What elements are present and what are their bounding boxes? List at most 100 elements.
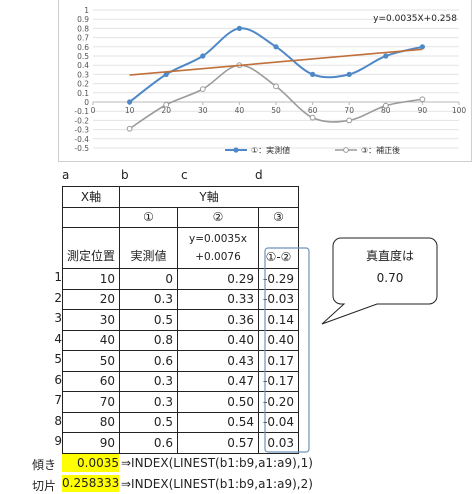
corrected-point [309, 114, 316, 121]
y-tick-label: 0.3 [77, 70, 89, 79]
x-tick-label: 80 [381, 106, 391, 115]
x-tick-label: 100 [452, 106, 467, 115]
slope-formula: ⇒INDEX(LINEST(b1:b9,a1:a9),1) [121, 456, 313, 470]
row-number: 8 [54, 413, 62, 428]
table-row: 40 0.8 0.40 0.40 [62, 329, 300, 351]
column-letter-a: a [62, 168, 70, 182]
measured-point [383, 53, 389, 59]
y-tick-label: -0.2 [74, 116, 89, 125]
row-number: 7 [54, 393, 62, 407]
measured-point [310, 71, 316, 77]
chart-area: 1 0.9 0.8 0.7 0.6 0.5 0.4 0.3 0.2 0.1 0 -0.1 -0.2 -0.… [58, 0, 472, 162]
x-tick-label: 20 [161, 106, 171, 115]
callout-value: 0.70 [376, 271, 404, 285]
y-tick-label: 0.7 [77, 34, 89, 43]
corrected-point [199, 86, 206, 93]
y-tick-label: 0.8 [77, 24, 89, 33]
y-tick-label: 0.6 [77, 43, 89, 52]
corrected-point [419, 96, 426, 103]
diff-cell: 0.17 [257, 350, 300, 372]
table-row: 20 0.3 0.33 -0.03 [62, 288, 300, 310]
table-row: 60 0.3 0.47 -0.17 [62, 370, 300, 392]
x-tick-label: 30 [198, 106, 208, 115]
trendline [129, 48, 423, 76]
corrected-point [382, 102, 389, 109]
y-tick-label: -0.5 [74, 144, 89, 153]
table-row: 50 0.6 0.43 0.17 [62, 350, 300, 372]
row-number: 6 [54, 372, 62, 387]
y-tick-label: 0.4 [77, 61, 89, 70]
diff-cell: 0.14 [257, 309, 300, 331]
data-table: X軸 Y軸 ① ② ③ 測定位置 実測値 y=0.0035x +0.0076 ①-… [62, 186, 300, 454]
fitted-cell: 0.50 [177, 391, 259, 413]
x-tick-label: 70 [344, 106, 354, 115]
row-number: 2 [54, 290, 62, 305]
table-row: 80 0.5 0.54 -0.04 [62, 411, 300, 433]
table-row: 30 0.5 0.36 0.14 [62, 309, 300, 331]
position-cell: 90 [62, 432, 120, 454]
corrected-point [273, 83, 279, 90]
intercept-label: 切片 [32, 479, 57, 493]
slope-label: 傾き [32, 458, 57, 472]
x-tick-label: 60 [308, 106, 318, 115]
measured-point [200, 53, 206, 59]
row-number: 5 [54, 352, 62, 366]
y-tick-label: 0.5 [77, 52, 89, 61]
formula-label: y=0.0035x +0.0076 [177, 227, 259, 269]
line-chart: 10.90.80.70.60.50.40.30.20.10-0.1-0.2-0.… [74, 6, 467, 155]
legend-corrected-marker [343, 147, 349, 153]
measured-cell: 0.3 [119, 288, 178, 310]
row-number: 1 [54, 270, 62, 284]
row-number: 9 [54, 434, 62, 448]
legend-corrected-label: ③：補正後 [361, 145, 400, 155]
callout-title: 真直度は [365, 249, 414, 263]
y-tick-label: -0.1 [74, 107, 89, 116]
position-label: 測定位置 [62, 227, 120, 269]
corrected-point [346, 117, 353, 124]
callout-bubble [321, 237, 438, 325]
measured-point [346, 71, 352, 77]
measured-point [236, 25, 242, 31]
table-row: 90 0.6 0.57 0.03 [62, 432, 300, 454]
row-number: 4 [54, 331, 62, 346]
x-tick-label: 10 [125, 106, 135, 115]
measured-cell: 0.8 [119, 329, 178, 351]
x-tick-label: 0 [91, 106, 96, 115]
trendline-equation: y=0.0035X+0.258 [373, 14, 457, 24]
formula-line-1: y=0.0035x [189, 232, 247, 245]
diff-cell: 0.03 [257, 432, 300, 454]
position-cell: 70 [62, 391, 120, 413]
intercept-value: 0.258333 [62, 475, 120, 492]
row-number: 3 [54, 311, 62, 325]
table-row: 70 0.3 0.50 -0.20 [62, 391, 300, 413]
diff-cell: -0.04 [257, 411, 300, 433]
x-tick-label: 40 [235, 106, 245, 115]
measured-point [163, 71, 169, 77]
measured-label: 実測値 [119, 227, 178, 269]
y-tick-label: 0 [84, 98, 89, 107]
measured-point [419, 44, 425, 50]
x-tick-label: 90 [418, 106, 428, 115]
intercept-formula: ⇒INDEX(LINEST(b1:b9,a1:a9),2) [121, 477, 313, 491]
y-tick-label: 0.2 [77, 80, 89, 89]
diff-range-highlight [264, 247, 310, 453]
slope-value: 0.0035 [62, 454, 119, 472]
x-tick-label: 50 [271, 106, 281, 115]
column-letter-d: d [255, 168, 263, 182]
column-letter-c: c [181, 168, 188, 182]
y-tick-label: 1 [84, 6, 89, 15]
column-letter-b: b [121, 168, 129, 182]
table-rows: 10 0 0.29 -0.29 20 0.3 0.33 -0.03 30 0.5 0.36 0.14 4… [62, 268, 300, 454]
y-tick-label: -0.4 [74, 135, 89, 144]
diff-cell: 0.40 [257, 329, 300, 351]
legend-measured-marker [233, 147, 239, 153]
fitted-cell: 0.43 [177, 350, 259, 372]
corrected-point [126, 125, 133, 132]
formula-line-2: +0.0076 [195, 250, 241, 263]
corrected-point [163, 101, 170, 108]
fitted-cell: 0.57 [177, 432, 259, 454]
legend-measured-label: ①：実測値 [251, 145, 290, 155]
measured-point [273, 44, 279, 50]
y-tick-label: -0.3 [74, 126, 89, 135]
